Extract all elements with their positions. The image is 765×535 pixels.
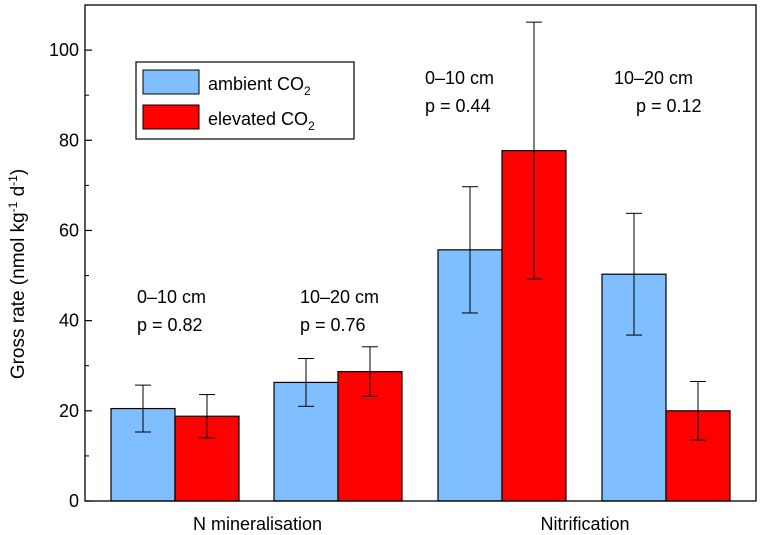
legend-swatch-elevated [142,104,200,130]
legend-swatch-ambient [142,69,200,95]
p-value-annotation: p = 0.12 [636,96,702,116]
depth-annotation: 10–20 cm [614,68,693,88]
y-tick-label: 60 [59,220,79,240]
y-tick-label: 0 [69,491,79,511]
y-tick-label: 40 [59,311,79,331]
depth-annotation: 10–20 cm [300,287,379,307]
x-category-label: Nitrification [540,514,629,534]
legend-label-elevated: elevated CO2 [208,109,315,133]
y-tick-label: 20 [59,401,79,421]
p-value-annotation: p = 0.76 [300,315,366,335]
x-category-label: N mineralisation [193,514,322,534]
bars [110,150,731,502]
p-value-annotation: p = 0.44 [425,96,491,116]
annotations: 0–10 cm p = 0.82 10–20 cm p = 0.76 0–10 cm p … [137,68,702,335]
y-axis-ticks: 0 20 40 60 80 100 [49,4,92,511]
legend: ambient CO2 elevated CO2 [135,61,355,140]
p-value-annotation: p = 0.82 [137,315,203,335]
depth-annotation: 0–10 cm [137,287,206,307]
y-tick-label: 100 [49,40,79,60]
y-axis-title: Gross rate (nmol kg-1 d-1) [6,169,29,379]
plot-frame [84,4,757,502]
depth-annotation: 0–10 cm [425,68,494,88]
legend-label-ambient: ambient CO2 [208,74,311,98]
error-bars [135,21,706,441]
y-tick-label: 80 [59,130,79,150]
